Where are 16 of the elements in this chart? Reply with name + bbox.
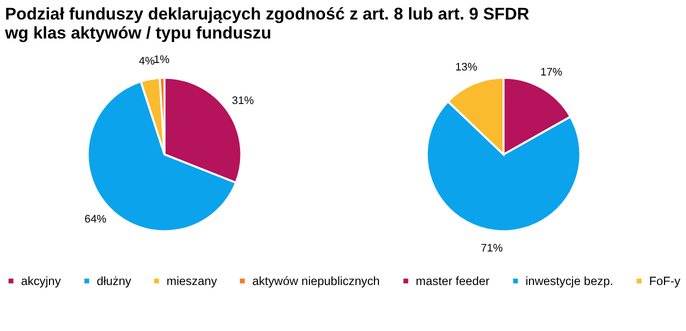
legend-label: akcyjny <box>20 274 61 288</box>
legend-label: mieszany <box>166 274 218 288</box>
text: wg klas aktywów / typu funduszu <box>4 23 272 42</box>
legend-label: dłużny <box>96 274 132 288</box>
legend-label: master feeder <box>416 274 490 288</box>
data-label: 17% <box>540 66 563 79</box>
legend-label: aktywów niepublicznych <box>252 274 380 288</box>
data-label: 13% <box>455 61 478 74</box>
data-label: 71% <box>480 242 503 254</box>
legend-label: FoF-y <box>649 274 680 288</box>
legend-label: inwestycje bezp. <box>525 274 614 288</box>
data-label: 31% <box>232 95 254 108</box>
data-label: 4% <box>138 55 155 68</box>
text: Podział funduszy deklarujących zgodność z art. 8 lub art. 9 SFDR <box>4 4 530 24</box>
data-label: 64% <box>84 213 107 226</box>
data-label: 1% <box>154 54 170 66</box>
